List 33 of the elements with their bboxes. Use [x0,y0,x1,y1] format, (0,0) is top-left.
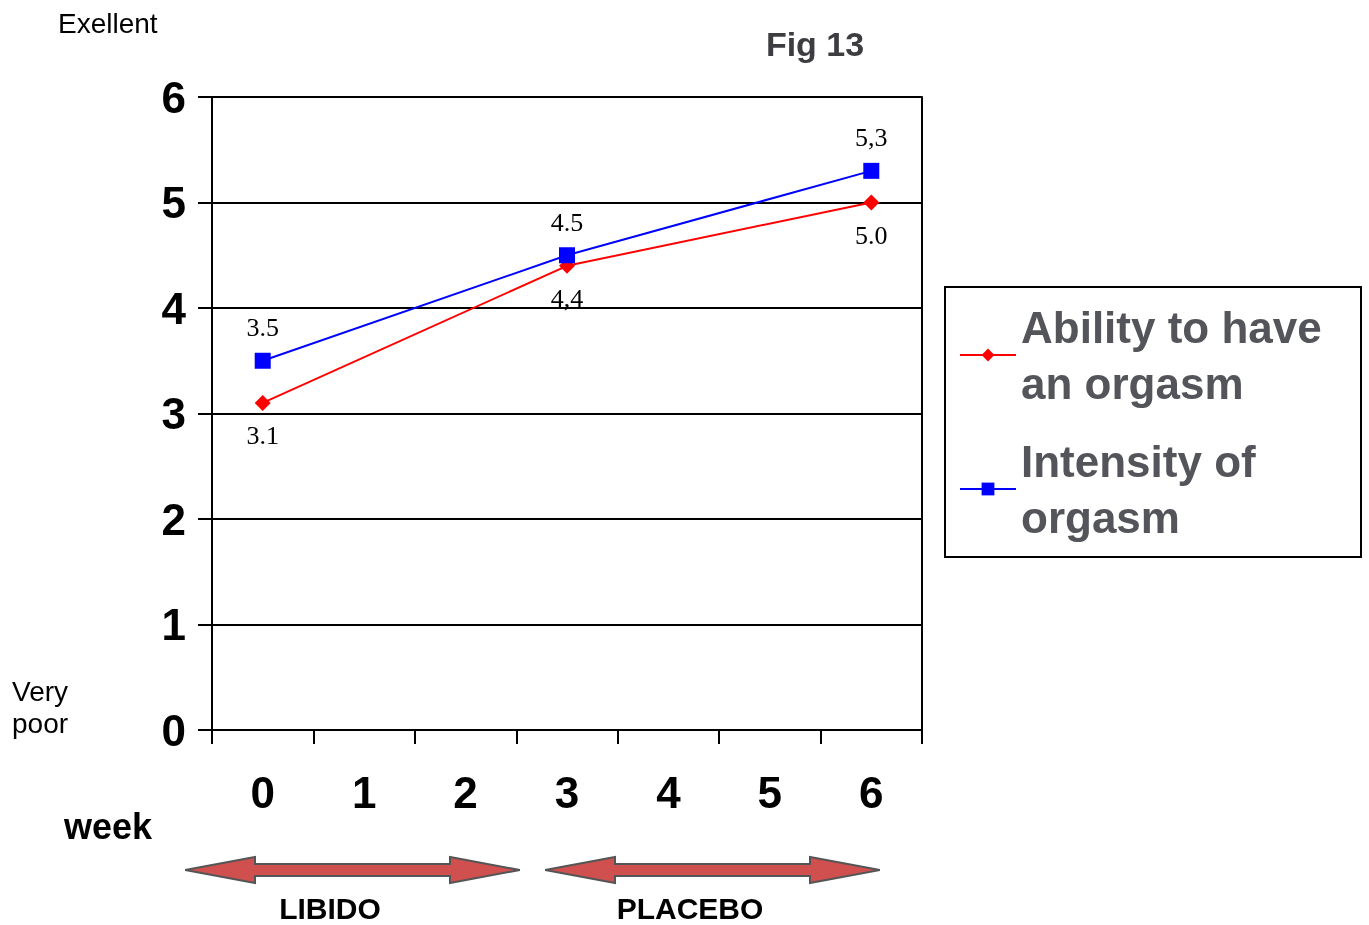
x-tick-label: 2 [453,767,478,817]
text: Exellent [58,8,158,40]
point [863,162,880,179]
data-label: 3.1 [246,421,279,451]
y-tick-label: 5 [161,178,186,227]
x-tick-label: 6 [859,767,884,817]
text: PLACEBO [616,892,764,925]
y-tick-label: 1 [161,600,186,649]
legend-label: Ability to have an orgasm [1021,302,1334,408]
x-tick-label: 1 [351,767,377,817]
legend-label: Intensity of orgasm [1021,436,1268,542]
data-label: 5,3 [855,123,888,153]
data-label: 3.5 [246,313,279,343]
y-tick-label: 0 [161,705,186,755]
data-label: 5.0 [855,221,888,250]
text: Very poor [12,676,70,740]
data-label: 4,4 [550,284,584,314]
x-tick-label: 0 [250,767,275,817]
x-tick-label: 5 [757,767,783,817]
y-tick-label: 6 [161,72,186,122]
y-tick-label: 4 [161,283,187,333]
point [559,247,575,264]
chart-title: Fig 13 [765,25,865,63]
y-tick-label: 3 [161,389,186,438]
point [254,394,271,411]
x-tick-label: 3 [554,767,580,817]
text: LIBIDO [279,892,381,925]
x-axis-title: week [62,805,153,847]
point [863,194,880,211]
point [254,352,271,369]
data-label: 4.5 [550,207,584,237]
y-tick-label: 2 [161,494,186,544]
x-tick-label: 4 [656,767,682,817]
